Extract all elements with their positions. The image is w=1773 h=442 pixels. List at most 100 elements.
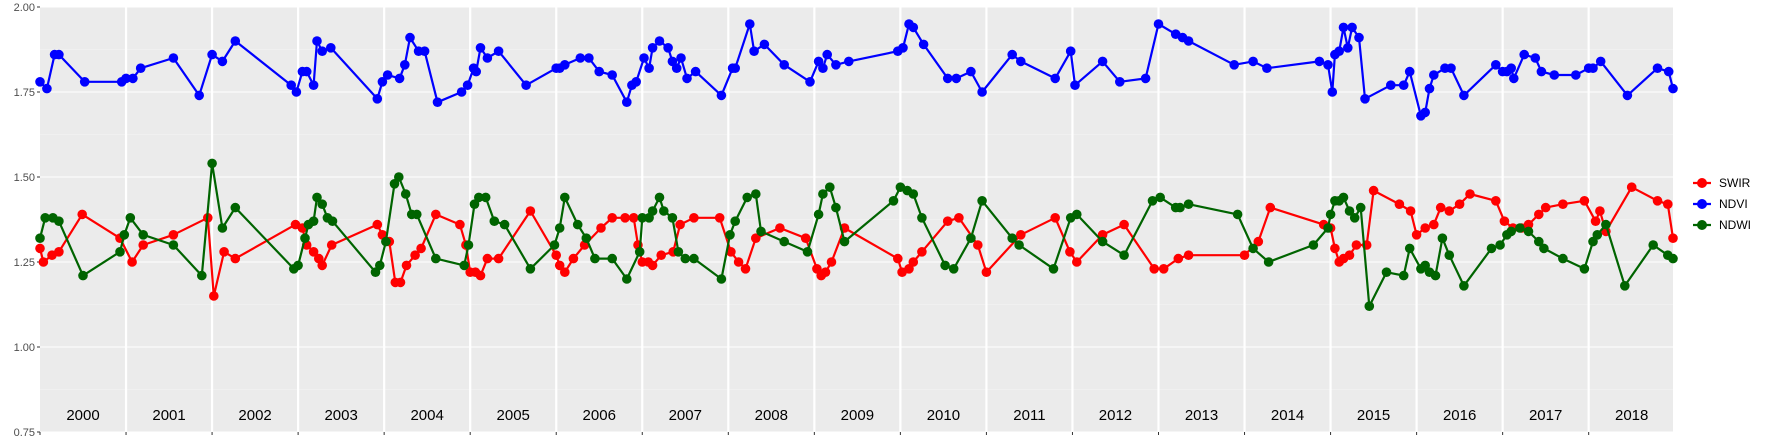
- series-ndvi: [35, 19, 1678, 121]
- ndwi-point: [1364, 301, 1375, 312]
- swir-point: [893, 253, 903, 264]
- swir-point: [1558, 199, 1568, 209]
- ndwi-point: [1620, 281, 1630, 291]
- ndwi-point: [1523, 226, 1534, 237]
- ndvi-point: [898, 43, 908, 53]
- swir-point: [77, 209, 87, 220]
- y-tick-label: 1.00: [14, 342, 35, 354]
- ndvi-point: [1549, 70, 1560, 80]
- ndwi-point: [647, 206, 658, 216]
- ndvi-point: [382, 70, 393, 80]
- swir-point: [1540, 202, 1551, 213]
- legend-key-point: [1697, 178, 1707, 188]
- year-label: 2006: [583, 407, 616, 424]
- ndvi-point: [482, 53, 493, 63]
- swir-point: [1590, 216, 1601, 226]
- swir-point: [1626, 182, 1637, 192]
- ndwi-point: [1579, 264, 1590, 274]
- ndvi-point: [1588, 63, 1598, 73]
- ndvi-point: [639, 53, 649, 63]
- swir-point: [775, 223, 785, 233]
- ndwi-point: [1325, 209, 1336, 220]
- ndvi-point: [405, 32, 415, 43]
- ndwi-point: [1355, 202, 1366, 213]
- ndvi-point: [1622, 90, 1633, 101]
- ndwi-point: [637, 213, 648, 223]
- swir-point: [431, 209, 441, 220]
- swir-point: [372, 219, 383, 230]
- ndwi-point: [1097, 236, 1108, 247]
- swir-point: [1663, 199, 1673, 209]
- legend-label: SWIR: [1719, 176, 1751, 190]
- swir-point: [675, 219, 685, 230]
- ndvi-point: [682, 73, 692, 84]
- ndwi-point: [138, 230, 148, 240]
- swir-point: [560, 267, 570, 278]
- swir-point: [568, 253, 579, 264]
- ndwi-point: [1668, 253, 1678, 264]
- ndvi-point: [35, 77, 45, 87]
- ndvi-point: [647, 43, 658, 53]
- swir-point: [726, 247, 736, 257]
- swir-point: [714, 213, 725, 223]
- swir-point: [1072, 257, 1082, 267]
- ndvi-point: [372, 94, 383, 104]
- ndwi-point: [818, 189, 828, 199]
- ndwi-point: [1232, 209, 1243, 220]
- ndwi-point: [607, 253, 617, 264]
- swir-point: [395, 277, 406, 288]
- ndwi-point: [54, 216, 64, 226]
- legend-item-swir: SWIR: [1693, 176, 1751, 190]
- swir-point: [493, 253, 504, 264]
- ndvi-point: [456, 87, 467, 97]
- ndvi-point: [1314, 56, 1325, 67]
- ndvi-point: [779, 60, 789, 70]
- ndvi-point: [135, 63, 146, 73]
- ndwi-point: [549, 240, 560, 250]
- ndwi-point: [1430, 270, 1441, 281]
- ndvi-point: [1404, 66, 1415, 77]
- ndwi-point: [581, 233, 592, 243]
- ndwi-point: [1349, 213, 1360, 223]
- ndvi-point: [432, 97, 443, 107]
- ndwi-point: [308, 216, 319, 226]
- legend-label: NDVI: [1719, 197, 1748, 211]
- series-ndwi: [35, 158, 1678, 312]
- ndwi-point: [1398, 270, 1409, 281]
- swir-point: [127, 257, 137, 267]
- swir-point: [740, 264, 751, 274]
- ndwi-point: [431, 253, 441, 264]
- swir-point: [525, 206, 536, 216]
- ndvi-point: [908, 22, 919, 33]
- ndwi-point: [293, 260, 303, 271]
- ndvi-point: [749, 46, 759, 56]
- ndwi-point: [1263, 257, 1274, 267]
- ndwi-point: [1437, 233, 1448, 243]
- ndwi-point: [1183, 199, 1194, 209]
- ndvi-point: [918, 39, 929, 50]
- ndvi-point: [121, 73, 131, 84]
- ndwi-point: [554, 223, 565, 233]
- ndvi-point: [584, 53, 594, 63]
- swir-point: [1173, 253, 1184, 264]
- year-label: 2007: [669, 407, 702, 424]
- swir-point: [1097, 230, 1108, 240]
- swir-point: [1668, 233, 1678, 243]
- ndwi-point: [1486, 243, 1497, 254]
- swir-point: [826, 257, 837, 267]
- ndwi-point: [40, 213, 50, 223]
- ndvi-point: [560, 60, 570, 70]
- ndwi-point: [908, 189, 919, 199]
- ndwi-point: [459, 260, 470, 271]
- ndwi-point: [977, 196, 987, 206]
- ndwi-point: [1155, 192, 1165, 203]
- ndwi-point: [1459, 281, 1469, 291]
- ndvi-point: [818, 63, 828, 73]
- ndwi-point: [480, 192, 491, 203]
- ndvi-point: [654, 36, 665, 46]
- ndwi-point: [1539, 243, 1549, 254]
- ndwi-point: [917, 213, 927, 223]
- swir-point: [1351, 240, 1362, 250]
- swir-point: [1253, 236, 1264, 247]
- ndvi-point: [1668, 83, 1678, 94]
